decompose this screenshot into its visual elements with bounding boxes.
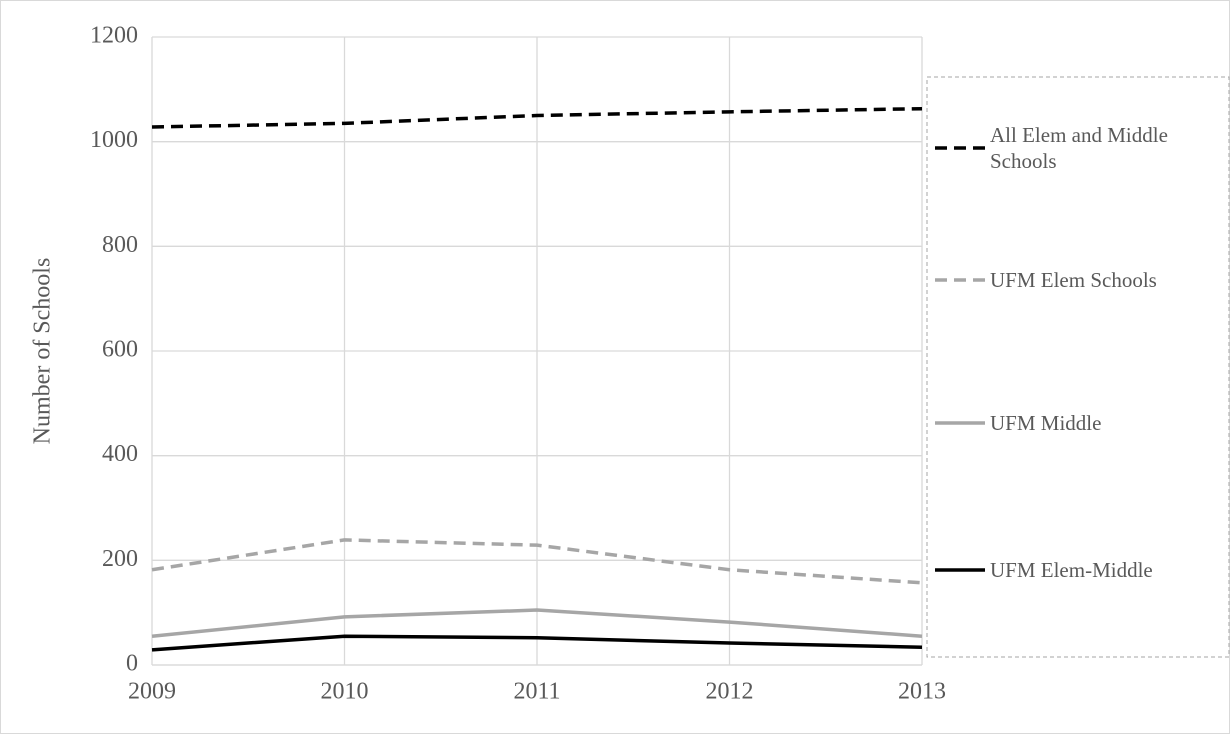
y-axis-label: Number of Schools (30, 258, 56, 445)
x-tick-label: 2011 (513, 679, 560, 705)
y-tick-label: 1000 (90, 127, 138, 153)
y-tick-label: 0 (126, 651, 138, 677)
legend-box (926, 76, 1230, 658)
x-tick-label: 2010 (321, 679, 369, 705)
y-tick-label: 200 (102, 546, 138, 572)
y-tick-label: 1200 (90, 23, 138, 49)
y-tick-label: 400 (102, 441, 138, 467)
legend-label: UFM Middle (990, 411, 1102, 435)
series-line (151, 634, 923, 652)
x-tick-label: 2009 (128, 679, 176, 705)
series-line (151, 106, 923, 129)
series-line (151, 538, 923, 585)
legend-label: UFM Elem-Middle (990, 558, 1153, 582)
legend-label: All Elem and Middle Schools (990, 123, 1168, 173)
legend-label: UFM Elem Schools (990, 268, 1157, 292)
x-tick-label: 2012 (706, 679, 754, 705)
y-tick-label: 800 (102, 232, 138, 258)
series-line (151, 608, 923, 638)
y-tick-label: 600 (102, 337, 138, 363)
x-tick-label: 2013 (898, 679, 946, 705)
